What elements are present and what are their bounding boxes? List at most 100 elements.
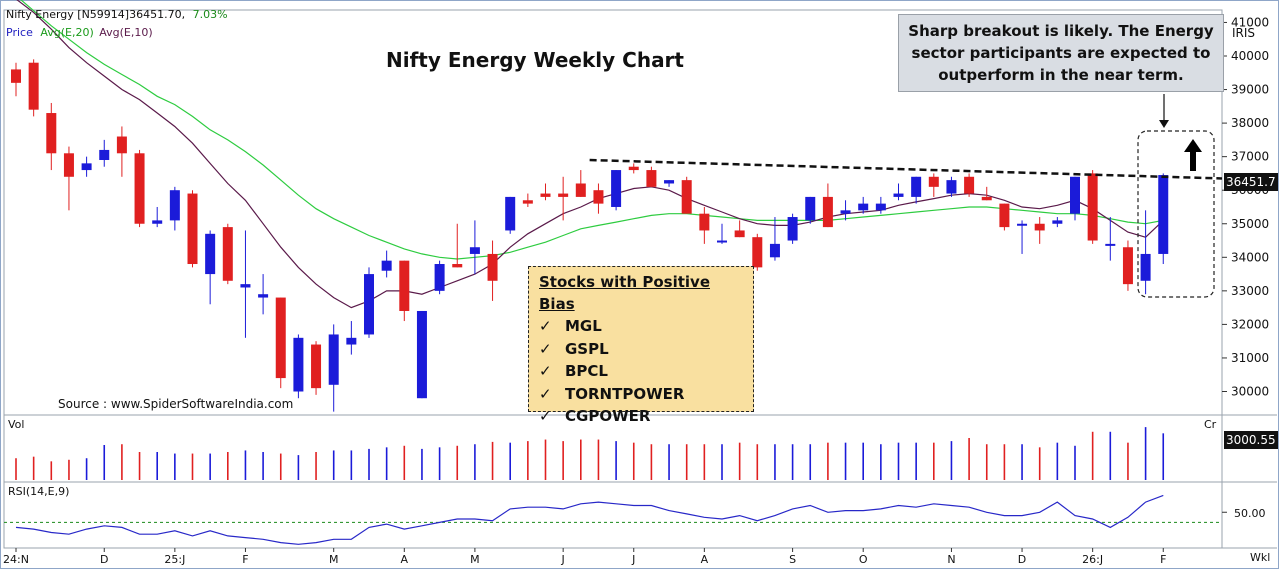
symbol-header: Nifty Energy [N59914]36451.70, 7.03% <box>6 8 228 21</box>
candle <box>964 173 975 197</box>
candle <box>1017 220 1028 254</box>
candle <box>1034 217 1045 244</box>
y-tick-label: 39000 <box>1231 83 1269 97</box>
x-tick-label: 24:N <box>3 553 29 566</box>
candle <box>311 341 322 395</box>
candle <box>681 176 692 214</box>
up-arrow-head <box>1184 139 1202 152</box>
y-tick-label: 34000 <box>1231 250 1269 264</box>
resistance-trendline <box>589 158 1223 180</box>
candle <box>1140 210 1151 295</box>
candle <box>893 183 904 201</box>
candle-body <box>187 193 198 265</box>
stocks-positive-bias-box: Stocks with Positive Bias ✓ MGL ✓ GSPL ✓ BP… <box>528 266 754 425</box>
candle <box>858 196 869 214</box>
candle-body <box>99 149 110 161</box>
stock-name: CGPOWER <box>565 407 651 425</box>
candle <box>116 126 127 177</box>
candle-body <box>311 344 322 389</box>
x-tick-label: M <box>470 553 480 566</box>
candle-body <box>1105 243 1116 246</box>
stock-item: ✓ TORNTPOWER <box>539 383 743 406</box>
candle-body <box>1017 223 1028 226</box>
x-tick-label: M <box>329 553 339 566</box>
candle-body <box>169 190 180 221</box>
candle <box>46 102 57 171</box>
price-scale-name: IRIS <box>1232 26 1256 40</box>
candle-body <box>381 260 392 271</box>
rsi-line <box>15 494 1164 545</box>
last-price-label: 36451.7 <box>1224 173 1278 191</box>
y-tick-label: 40000 <box>1231 49 1269 63</box>
candle <box>928 173 939 197</box>
candle-body <box>1122 247 1133 285</box>
candle-body <box>999 203 1010 228</box>
candle <box>699 206 710 244</box>
candle <box>1158 173 1169 265</box>
candle <box>11 62 21 97</box>
candle-body <box>1087 173 1098 241</box>
candle-body <box>134 153 145 224</box>
stock-item: ✓ MGL <box>539 315 743 338</box>
source-credit: Source : www.SpiderSoftwareIndia.com <box>58 397 294 411</box>
y-tick-label: 35000 <box>1231 217 1269 231</box>
check-icon: ✓ <box>539 339 552 358</box>
candle <box>81 156 92 177</box>
candle <box>981 186 992 201</box>
candle <box>28 59 39 117</box>
stock-item: ✓ BPCL <box>539 360 743 383</box>
candle-body <box>469 247 480 254</box>
candle-body <box>1140 253 1151 281</box>
y-tick-label: 32000 <box>1231 317 1269 331</box>
candle-body <box>1070 176 1080 214</box>
candle-body <box>11 69 21 83</box>
candle-body <box>946 180 957 194</box>
candle <box>822 183 833 228</box>
y-tick-label: 33000 <box>1231 284 1269 298</box>
candle-body <box>893 193 904 197</box>
candle-body <box>222 227 233 281</box>
candle-body <box>1052 220 1063 224</box>
candle-body <box>116 136 127 154</box>
check-icon: ✓ <box>539 317 552 335</box>
candle <box>1087 170 1098 244</box>
legend-avg10: Avg(E,10) <box>99 26 153 39</box>
candle <box>275 297 286 389</box>
avg10-line <box>16 0 1164 309</box>
x-tick-label: 25:J <box>164 553 185 566</box>
y-tick-label: 38000 <box>1231 116 1269 130</box>
candle-body <box>328 334 339 385</box>
candle-body <box>858 203 869 211</box>
y-tick-label: 37000 <box>1231 150 1269 164</box>
candle-body <box>28 62 39 110</box>
x-tick-label: D <box>1018 553 1026 566</box>
candle-body <box>46 113 57 154</box>
breakout-highlight-box <box>1137 130 1215 298</box>
candle <box>875 196 886 214</box>
candle-body <box>805 196 816 221</box>
candle <box>364 267 374 338</box>
chart-title: Nifty Energy Weekly Chart <box>386 48 684 72</box>
candle-body <box>416 310 427 399</box>
candle-body <box>452 264 463 268</box>
candle <box>769 217 780 261</box>
check-icon: ✓ <box>539 362 552 380</box>
candle-body <box>593 190 604 204</box>
candle-body <box>964 176 975 194</box>
change-text: 7.03% <box>192 8 228 21</box>
candle-body <box>346 337 357 345</box>
x-tick-label: N <box>947 553 955 566</box>
stock-item: ✓ GSPL <box>539 338 743 361</box>
candle <box>540 183 551 201</box>
candle <box>240 230 251 338</box>
candle-body <box>681 180 692 214</box>
x-tick-label: F <box>1160 553 1166 566</box>
candle <box>805 196 816 224</box>
x-tick-label: J <box>561 553 565 566</box>
candle <box>999 203 1010 231</box>
candle-body <box>734 230 745 238</box>
candle-body <box>81 163 92 171</box>
candle <box>222 223 233 285</box>
candle <box>1070 176 1080 221</box>
